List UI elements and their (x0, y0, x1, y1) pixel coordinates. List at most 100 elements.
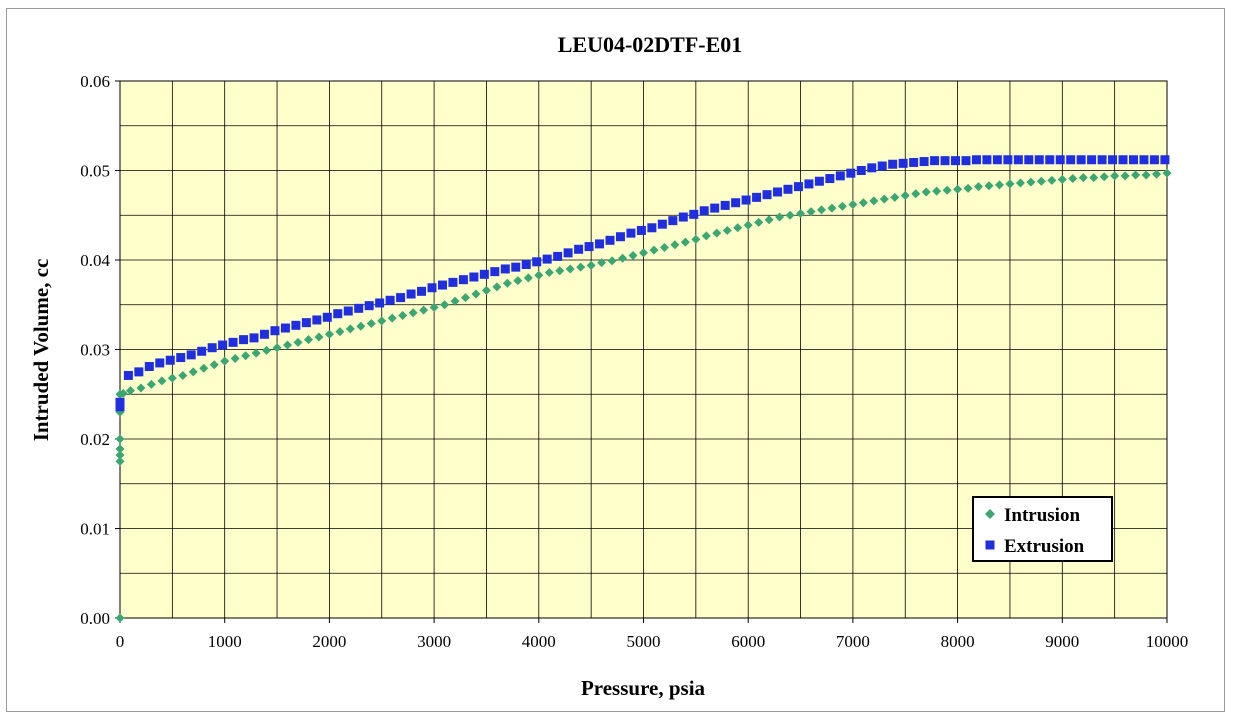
intrusion-point (303, 335, 313, 345)
extrusion-point (1024, 155, 1034, 165)
intrusion-point (670, 240, 680, 250)
extrusion-point (437, 280, 447, 290)
intrusion-point (335, 327, 345, 337)
extrusion-point (532, 257, 542, 267)
extrusion-point (992, 155, 1002, 165)
extrusion-point (657, 219, 667, 229)
intrusion-point (586, 260, 596, 270)
intrusion-point (440, 300, 450, 310)
intrusion-point (816, 205, 826, 215)
extrusion-point (364, 301, 374, 311)
intrusion-point (356, 321, 366, 331)
extrusion-point (867, 163, 877, 173)
extrusion-point (197, 346, 207, 356)
extrusion-point (1128, 155, 1138, 165)
extrusion-point (479, 269, 489, 279)
extrusion-point (301, 318, 311, 328)
intrusion-point (450, 296, 460, 306)
y-tick-label: 0.00 (80, 609, 110, 628)
extrusion-point (689, 209, 699, 219)
intrusion-point (691, 234, 701, 244)
extrusion-point (985, 540, 995, 550)
extrusion-point (846, 168, 856, 178)
x-tick-label: 10000 (1146, 632, 1189, 651)
extrusion-point (1076, 155, 1086, 165)
extrusion-point (783, 184, 793, 194)
intrusion-point (628, 251, 638, 261)
intrusion-point (115, 434, 125, 444)
extrusion-point (856, 166, 866, 175)
intrusion-point (869, 196, 879, 206)
intrusion-point (1120, 171, 1130, 181)
intrusion-point (1162, 168, 1172, 178)
extrusion-point (385, 295, 395, 305)
extrusion-point (249, 333, 259, 343)
intrusion-point (1131, 170, 1141, 180)
intrusion-point (262, 345, 272, 355)
intrusion-point (555, 266, 565, 276)
intrusion-point (345, 324, 355, 334)
intrusion-point (429, 302, 439, 312)
x-tick-label: 9000 (1045, 632, 1079, 651)
extrusion-point (134, 367, 144, 377)
extrusion-point (825, 174, 835, 184)
intrusion-point (565, 264, 575, 274)
extrusion-point (1013, 155, 1023, 165)
extrusion-point (1097, 155, 1107, 165)
intrusion-point (199, 363, 209, 373)
extrusion-point (228, 337, 238, 347)
extrusion-point (678, 212, 688, 222)
intrusion-point (544, 268, 554, 278)
intrusion-point (387, 313, 397, 323)
intrusion-point (419, 305, 429, 315)
legend-box (972, 496, 1113, 562)
extrusion-point (1055, 155, 1065, 165)
extrusion-point (835, 171, 845, 181)
extrusion-point (898, 158, 908, 168)
intrusion-point (963, 183, 973, 193)
extrusion-point (584, 242, 594, 252)
extrusion-point (291, 320, 301, 330)
intrusion-point (659, 242, 669, 252)
y-tick-label: 0.03 (80, 341, 110, 360)
intrusion-point (1026, 177, 1036, 187)
extrusion-point (951, 156, 961, 166)
intrusion-point (523, 273, 533, 283)
intrusion-point (942, 185, 952, 195)
intrusion-point (293, 337, 303, 347)
intrusion-point (985, 509, 995, 519)
intrusion-point (618, 253, 628, 263)
x-tick-label: 8000 (941, 632, 975, 651)
intrusion-point (366, 319, 376, 329)
intrusion-point (178, 370, 188, 380)
extrusion-point (647, 223, 657, 233)
intrusion-point (932, 186, 942, 196)
intrusion-point (408, 308, 418, 318)
x-axis-label: Pressure, psia (581, 676, 706, 700)
extrusion-point (521, 259, 531, 269)
intrusion-point (1036, 176, 1046, 186)
y-tick-label: 0.04 (80, 251, 110, 270)
intrusion-point (1068, 174, 1078, 184)
intrusion-point (1057, 174, 1067, 184)
extrusion-point (1139, 155, 1149, 165)
intrusion-point (471, 289, 481, 299)
extrusion-point (280, 323, 290, 333)
extrusion-point (961, 156, 971, 166)
intrusion-point (848, 200, 858, 210)
intrusion-point (974, 182, 984, 192)
extrusion-point (333, 309, 343, 319)
extrusion-point (458, 275, 468, 285)
intrusion-point (639, 248, 648, 258)
intrusion-point (118, 388, 128, 398)
chart-title: LEU04-02DTF-E01 (558, 32, 743, 57)
x-tick-label: 3000 (417, 632, 451, 651)
extrusion-point (699, 206, 709, 216)
extrusion-point (155, 358, 165, 368)
extrusion-point (343, 306, 353, 316)
intrusion-point (377, 316, 387, 326)
intrusion-point (827, 203, 837, 213)
intrusion-point (806, 207, 816, 217)
intrusion-point (733, 223, 743, 233)
extrusion-point (375, 298, 385, 308)
